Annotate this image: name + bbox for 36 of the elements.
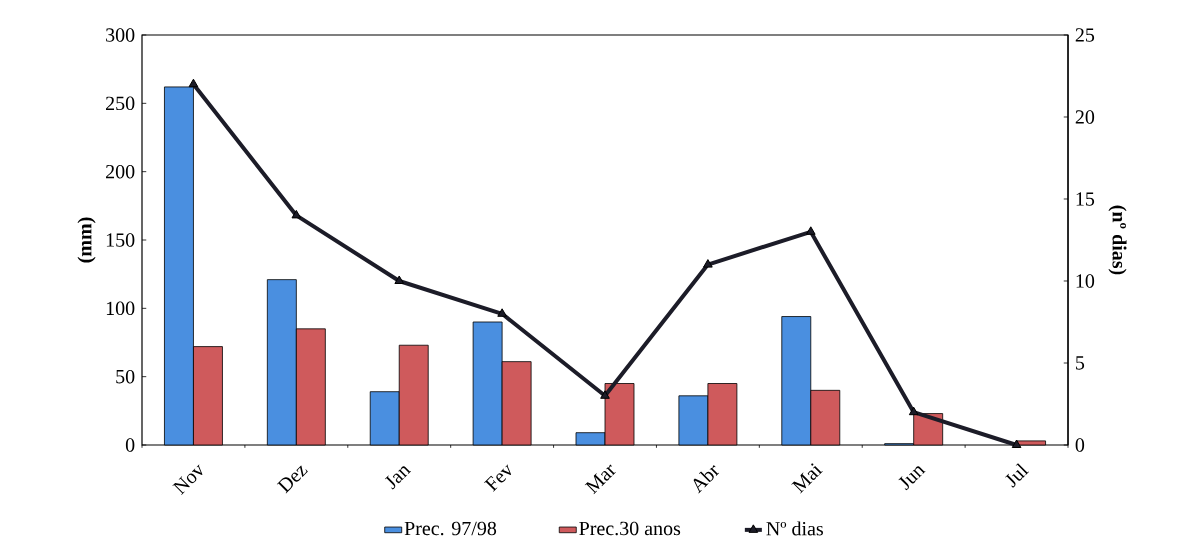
y-tick-label: 150	[106, 233, 135, 247]
y2-tick-label: 15	[1076, 192, 1095, 206]
x-tick-label: Mar	[584, 464, 616, 495]
y-tick-label: 0	[125, 438, 135, 452]
y-tick-label: 250	[106, 96, 135, 111]
point	[497, 308, 507, 317]
x-tick-label: Nov	[172, 464, 203, 495]
y2-tick-label: 0	[1075, 438, 1085, 452]
x-tick-label: Jun	[898, 466, 926, 491]
x-tick-label: Fev	[484, 464, 512, 492]
y2-tick-label: 5	[1076, 356, 1085, 370]
y-tick-label: 200	[106, 164, 135, 179]
point	[188, 78, 199, 88]
point	[805, 226, 816, 235]
x-tick-label: Jul	[1005, 463, 1029, 488]
point	[908, 406, 919, 416]
y-axis-title: (mm)	[77, 217, 96, 263]
point	[394, 275, 405, 284]
x-tick-label: Mai	[791, 463, 823, 494]
legend-label: Prec. 97/98	[404, 521, 497, 536]
legend-label: Prec.30 anos	[579, 521, 681, 536]
y2-tick-label: 25	[1075, 28, 1095, 42]
y-tick-label: 50	[116, 369, 135, 384]
point	[1011, 439, 1022, 448]
y2-tick-label: 20	[1075, 110, 1095, 124]
point	[600, 390, 610, 399]
y-tick-label: 100	[106, 301, 135, 316]
y2-axis-title: (nº dias)	[1108, 205, 1127, 275]
y-tick-label: 300	[106, 28, 135, 42]
y2-tick-label: 10	[1076, 274, 1095, 288]
legend-label: Nº dias	[766, 521, 823, 536]
x-tick-label: Jan	[384, 466, 412, 490]
x-tick-label: Abr	[693, 465, 720, 494]
point	[291, 209, 302, 219]
x-tick-label: Dez	[276, 465, 308, 494]
point	[703, 259, 713, 268]
